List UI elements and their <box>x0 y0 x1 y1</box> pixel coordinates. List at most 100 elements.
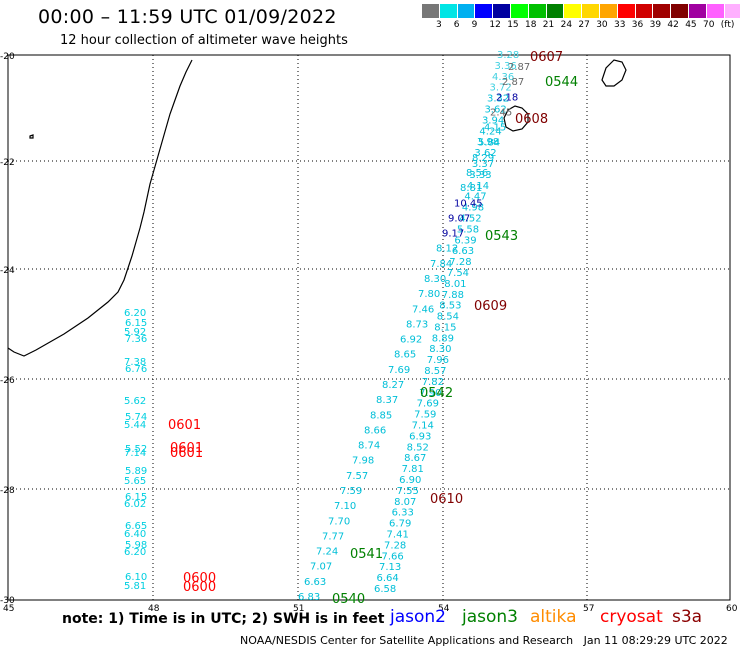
scale-label: 12 <box>489 20 501 30</box>
wave-height-value: 8.37 <box>376 395 398 406</box>
wave-height-value: 9.07 <box>448 213 470 224</box>
wave-height-value: 7.82 <box>422 377 444 388</box>
wave-height-value: 7.54 <box>447 268 469 279</box>
x-tick-label: 54 <box>438 604 450 614</box>
legend-altika: altika <box>530 607 577 627</box>
legend-jason2: jason2 <box>390 607 446 627</box>
wave-height-value: 7.38 <box>124 357 146 368</box>
scale-label: 33 <box>614 20 626 30</box>
wave-height-value: 3.37 <box>472 159 494 170</box>
wave-height-value: 6.92 <box>400 335 422 346</box>
wave-height-value: 8.07 <box>394 497 416 508</box>
scale-label: 27 <box>578 20 590 30</box>
wave-height-value: 8.81 <box>460 183 482 194</box>
wave-height-value: 6.02 <box>124 499 146 510</box>
wave-height-value: 8.27 <box>382 380 404 391</box>
axis-tick-labels: 45 48 51 54 57 60 -20 -22 -24 -26 -28 -30 <box>0 52 738 614</box>
wave-height-value: 2.45 <box>490 107 512 118</box>
scale-swatch <box>493 4 511 18</box>
madagascar-coastline <box>7 59 193 357</box>
wave-height-value: 5.81 <box>124 581 146 592</box>
legend-s3a: s3a <box>672 607 703 627</box>
wave-height-value: 8.85 <box>370 410 392 421</box>
wave-height-value: 8.89 <box>432 333 454 344</box>
wave-height-value: 4.52 <box>459 213 481 224</box>
wave-height-value: 4.24 <box>479 126 501 137</box>
wave-height-value: 9.17 <box>442 229 464 240</box>
wave-height-value: 6.20 <box>124 308 146 319</box>
wave-height-value: 8.29 <box>472 153 494 164</box>
wave-height-value: 8.65 <box>394 350 416 361</box>
wave-height-value: 7.88 <box>442 290 464 301</box>
pass-time-label: 0600 <box>183 571 216 586</box>
scale-swatch <box>564 4 583 18</box>
wave-height-value: 6.33 <box>392 508 414 519</box>
wave-height-value: 7.13 <box>379 562 401 573</box>
wave-height-value: 5.52 <box>125 444 147 455</box>
wave-height-value: 2.18 <box>496 92 518 103</box>
wave-height-value: 3.62 <box>484 104 506 115</box>
scale-swatches <box>422 4 740 18</box>
scale-swatch <box>724 4 740 18</box>
wave-height-value: 6.63 <box>304 577 326 588</box>
wave-height-value: 7.24 <box>316 547 338 558</box>
wave-height-value: 8.74 <box>358 441 380 452</box>
wave-height-value: 6.10 <box>125 572 147 583</box>
wave-height-value: 6.83 <box>298 592 320 603</box>
wave-height-value: 7.69 <box>417 399 439 410</box>
wave-height-value: 5.62 <box>124 396 146 407</box>
scale-swatch <box>546 4 565 18</box>
scale-label: 9 <box>471 20 478 30</box>
x-tick-label: 57 <box>583 604 594 614</box>
scale-swatch <box>635 4 654 18</box>
wave-height-value: 6.63 <box>452 246 474 257</box>
wave-height-value: 6.20 <box>124 547 146 558</box>
wave-height-value: 8.53 <box>439 301 461 312</box>
x-tick-label: 60 <box>726 604 738 614</box>
page-subtitle: 12 hour collection of altimeter wave hei… <box>60 33 348 48</box>
wave-height-value: 4.98 <box>462 203 484 214</box>
wave-height-value: 7.28 <box>449 257 471 268</box>
wave-height-value: 7.41 <box>387 530 409 541</box>
wave-height-value: 8.30 <box>424 274 446 285</box>
scale-swatch <box>457 4 476 18</box>
scale-swatch <box>510 4 529 18</box>
wave-height-value: 2.87 <box>502 77 524 88</box>
wave-height-value: 7.55 <box>397 486 419 497</box>
wave-height-value: 7.57 <box>346 471 368 482</box>
scale-label: 42 <box>667 20 679 30</box>
wave-height-value: 6.65 <box>125 521 147 532</box>
wave-height-value: 8.15 <box>434 322 456 333</box>
y-tick-label: -20 <box>0 52 15 62</box>
scale-label: (ft) <box>720 20 735 30</box>
pass-time-label: 0609 <box>474 299 507 314</box>
wave-height-value: 6.64 <box>377 573 399 584</box>
small-island <box>29 134 34 139</box>
wave-height-value: 8.52 <box>407 442 429 453</box>
scale-label: 36 <box>631 20 644 30</box>
wave-height-value: 7.70 <box>328 516 350 527</box>
wave-height-value: 7.46 <box>412 304 434 315</box>
wave-height-color-scale: 3 6 9 12 15 18 21 24 27 30 33 36 39 42 45 70 (ft) <box>422 4 740 32</box>
wave-height-value: 4.36 <box>492 72 514 83</box>
wave-height-value: 7.90 <box>419 388 441 399</box>
y-tick-label: -26 <box>0 376 15 386</box>
wave-height-value: 7.66 <box>382 551 404 562</box>
wave-height-value: 7.07 <box>310 562 332 573</box>
scale-swatch <box>671 4 689 18</box>
scale-swatch <box>706 4 725 18</box>
wave-height-value: 7.14 <box>124 448 146 459</box>
wave-height-value: 8.56 <box>466 168 488 179</box>
wave-height-value: 8.57 <box>424 366 446 377</box>
wave-height-value: 5.58 <box>457 224 479 235</box>
wave-height-value: 6.93 <box>409 431 431 442</box>
legend-jason3: jason3 <box>462 607 518 627</box>
wave-height-value: 7.28 <box>384 540 406 551</box>
wave-height-value: 7.69 <box>388 365 410 376</box>
scale-label: 3 <box>436 20 442 30</box>
wave-height-value: 6.79 <box>389 519 411 530</box>
scale-swatch <box>439 4 458 18</box>
note-text: note: 1) Time is in UTC; 2) SWH is in fe… <box>62 611 385 627</box>
wave-height-value: 7.10 <box>334 501 356 512</box>
